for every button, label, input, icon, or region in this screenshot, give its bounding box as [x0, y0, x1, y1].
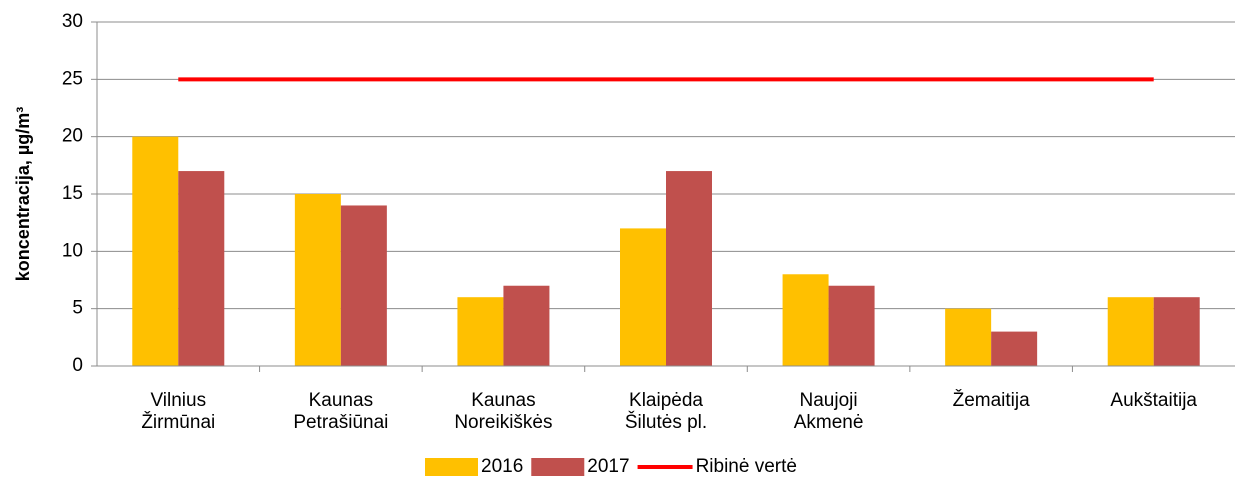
- legend-label: 2016: [481, 456, 523, 477]
- x-tick-label-line: Aukštaitija: [1110, 390, 1197, 411]
- legend-label: 2017: [587, 456, 629, 477]
- x-tick-label: Klaipėda Šilutės pl.: [625, 390, 707, 433]
- x-tick-label-line: Akmenė: [794, 412, 864, 433]
- y-axis-label: koncentracija, µg/m³: [13, 107, 33, 281]
- bar: [945, 308, 992, 366]
- legend-label: Ribinė vertė: [696, 456, 797, 477]
- x-tick-label: Kaunas Petrašiūnai: [293, 390, 388, 433]
- y-tick-label: 20: [62, 126, 83, 147]
- bar: [132, 136, 179, 366]
- bar: [828, 285, 875, 366]
- legend-swatch: [425, 458, 478, 476]
- bar: [457, 297, 504, 366]
- x-tick-label-line: Klaipėda: [629, 390, 703, 411]
- y-tick-label: 15: [62, 183, 83, 204]
- x-tick-label: Aukštaitija: [1110, 390, 1197, 411]
- bar: [1107, 297, 1154, 366]
- y-tick-label: 25: [62, 68, 83, 89]
- x-tick-label-line: Noreikiškės: [454, 412, 552, 433]
- x-tick-label-line: Vilnius: [150, 390, 206, 411]
- y-tick-label: 10: [62, 240, 83, 261]
- bar: [294, 194, 341, 366]
- y-tick-label: 30: [62, 11, 83, 32]
- y-tick-label: 0: [72, 355, 83, 376]
- x-tick-label-line: Naujoji: [800, 390, 858, 411]
- bar: [340, 205, 387, 366]
- x-tick-label: Vilnius Žirmūnai: [141, 390, 215, 433]
- legend-swatch: [531, 458, 585, 476]
- x-tick-label-line: Žirmūnai: [141, 411, 215, 433]
- x-tick-label: Kaunas Noreikiškės: [454, 390, 552, 433]
- bar: [503, 285, 550, 366]
- bar: [178, 171, 225, 366]
- x-tick-label-line: Šilutės pl.: [625, 411, 707, 433]
- x-tick-label: Naujoji Akmenė: [794, 390, 864, 433]
- x-tick-label-line: Kaunas: [309, 390, 373, 411]
- bar: [782, 274, 829, 366]
- bar: [1153, 297, 1200, 366]
- bar: [620, 228, 666, 366]
- bar: [991, 331, 1038, 366]
- x-tick-label-line: Kaunas: [471, 390, 535, 411]
- bar: [666, 171, 712, 366]
- x-tick-label-line: Žemaitija: [953, 389, 1031, 411]
- y-tick-label: 5: [72, 298, 83, 319]
- x-tick-label: Žemaitija: [953, 389, 1031, 411]
- x-tick-label-line: Petrašiūnai: [293, 412, 388, 433]
